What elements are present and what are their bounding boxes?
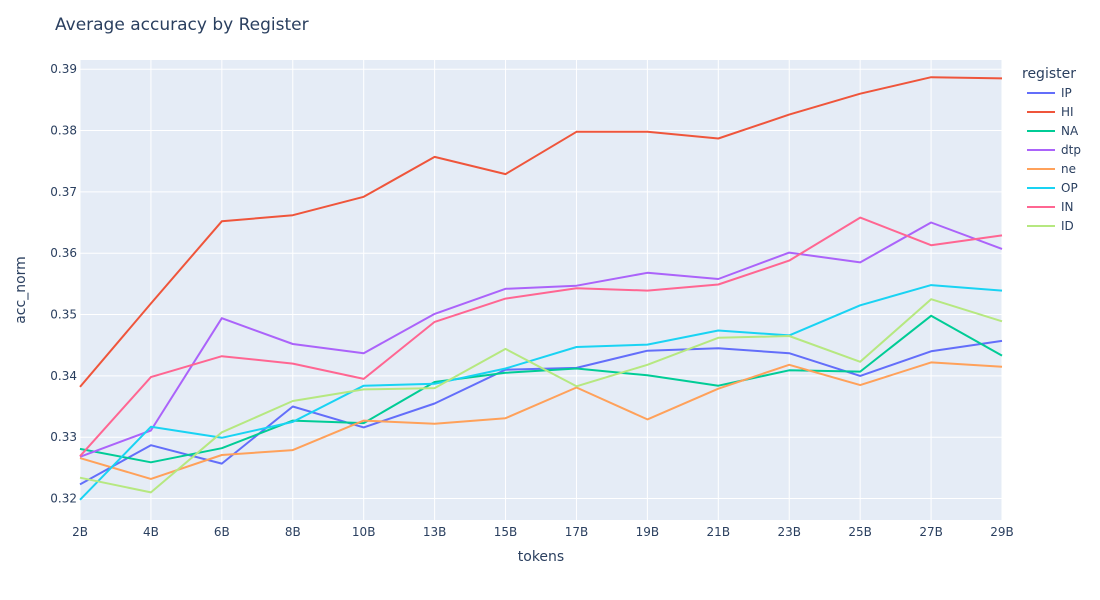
legend-label: dtp xyxy=(1061,143,1081,157)
x-tick-label: 27B xyxy=(919,525,943,539)
series-line-ID xyxy=(79,298,1003,494)
series-line-IN xyxy=(79,216,1003,457)
x-tick-label: 4B xyxy=(143,525,159,539)
legend-item-IN[interactable]: IN xyxy=(1027,200,1074,214)
x-tick-label: 8B xyxy=(285,525,301,539)
legend-title: register xyxy=(1022,66,1076,82)
series-lines xyxy=(79,76,1003,501)
x-tick-label: 21B xyxy=(707,525,731,539)
legend-label: IP xyxy=(1061,86,1072,100)
x-tick-label: 10B xyxy=(352,525,376,539)
legend-item-HI[interactable]: HI xyxy=(1027,105,1074,119)
y-tick-label: 0.35 xyxy=(50,308,77,322)
legend-label: ne xyxy=(1061,162,1076,176)
x-tick-label: 17B xyxy=(565,525,589,539)
plot-area xyxy=(80,60,1002,520)
x-tick-label: 29B xyxy=(990,525,1014,539)
y-axis-title: acc_norm xyxy=(13,256,29,324)
y-tick-label: 0.34 xyxy=(50,369,77,383)
series-line-dtp xyxy=(79,221,1003,458)
legend-item-ID[interactable]: ID xyxy=(1027,219,1074,233)
y-tick-label: 0.36 xyxy=(50,246,77,260)
legend-item-dtp[interactable]: dtp xyxy=(1027,143,1081,157)
legend-label: ID xyxy=(1061,219,1074,233)
y-axis-ticks: 0.32 0.33 0.34 0.35 0.36 0.37 0.38 0.39 xyxy=(50,62,77,505)
x-tick-label: 15B xyxy=(494,525,518,539)
y-tick-label: 0.39 xyxy=(50,62,77,76)
x-tick-label: 6B xyxy=(214,525,230,539)
legend-item-NA[interactable]: NA xyxy=(1027,124,1079,138)
series-line-OP xyxy=(79,284,1003,501)
series-line-HI xyxy=(79,76,1003,388)
y-tick-label: 0.32 xyxy=(50,492,77,506)
legend: IP HI NA dtp ne OP IN ID xyxy=(1027,86,1081,233)
legend-label: HI xyxy=(1061,105,1074,119)
legend-item-ne[interactable]: ne xyxy=(1027,162,1076,176)
legend-label: IN xyxy=(1061,200,1074,214)
y-tick-label: 0.38 xyxy=(50,124,77,138)
legend-label: OP xyxy=(1061,181,1078,195)
x-axis-ticks: 2B 4B 6B 8B 10B 13B 15B 17B 19B 21B 23B 25B 27B 29B xyxy=(72,525,1014,539)
x-tick-label: 23B xyxy=(777,525,801,539)
legend-label: NA xyxy=(1061,124,1079,138)
x-tick-label: 13B xyxy=(423,525,447,539)
chart-title: Average accuracy by Register xyxy=(55,15,309,35)
series-line-ne xyxy=(79,361,1003,480)
grid-lines xyxy=(79,60,1003,520)
x-tick-label: 25B xyxy=(848,525,872,539)
y-tick-label: 0.37 xyxy=(50,185,77,199)
legend-item-IP[interactable]: IP xyxy=(1027,86,1072,100)
x-tick-label: 19B xyxy=(636,525,660,539)
y-tick-label: 0.33 xyxy=(50,430,77,444)
legend-item-OP[interactable]: OP xyxy=(1027,181,1078,195)
series-line-NA xyxy=(79,314,1003,464)
x-tick-label: 2B xyxy=(72,525,88,539)
x-axis-title: tokens xyxy=(518,549,564,565)
